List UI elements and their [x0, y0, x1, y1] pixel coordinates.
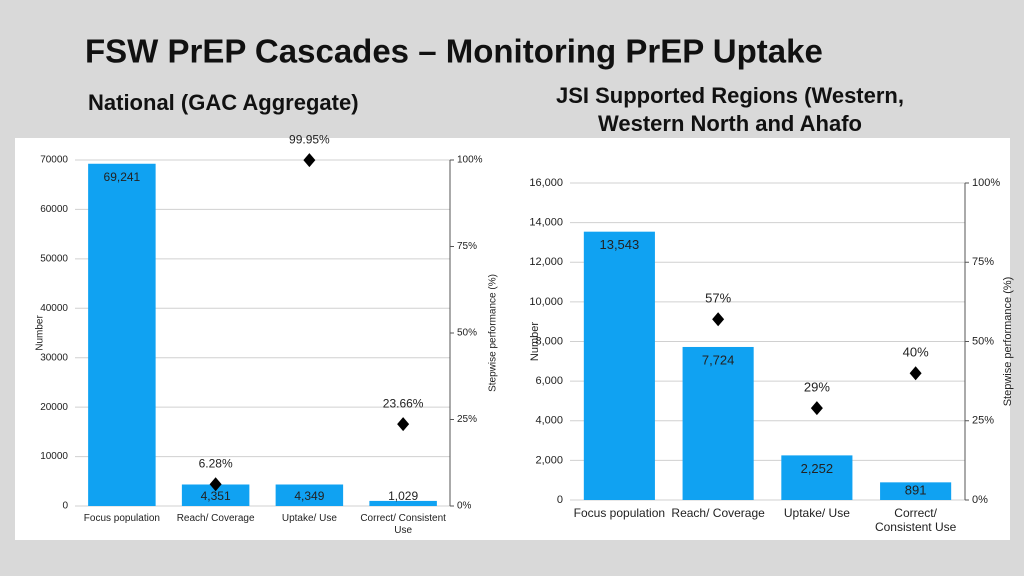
- bar: [181, 484, 250, 506]
- data-label: 69,241: [104, 170, 141, 184]
- y-tick-label: 40000: [40, 303, 68, 314]
- y-axis-title: Number: [529, 322, 541, 361]
- y2-tick-label: 25%: [457, 414, 477, 425]
- y2-tick-label: 75%: [457, 241, 477, 252]
- y-tick-label: 50000: [40, 253, 68, 264]
- y-tick-label: 20000: [40, 402, 68, 413]
- data-label: 7,724: [702, 352, 735, 367]
- y2-tick-label: 25%: [972, 415, 994, 427]
- x-tick-label: Correct/ Consistent Use: [874, 507, 957, 534]
- data-label: 13,543: [599, 237, 639, 252]
- y-tick-label: 60000: [40, 204, 68, 215]
- y-tick-label: 16,000: [529, 177, 563, 189]
- y-tick-label: 0: [557, 494, 563, 506]
- data-label: 6.28%: [199, 456, 233, 470]
- x-tick-label: Focus population: [573, 507, 666, 520]
- x-tick-label: Reach/ Coverage: [176, 513, 255, 524]
- x-tick-label-box: Focus population: [573, 507, 666, 520]
- y2-tick-label: 50%: [972, 335, 994, 347]
- y-tick-label: 8,000: [535, 335, 563, 347]
- marker: [810, 401, 823, 416]
- x-tick-label: Reach/ Coverage: [671, 507, 765, 520]
- marker: [397, 417, 410, 432]
- y2-tick-label: 100%: [972, 177, 1000, 189]
- bar: [88, 163, 156, 506]
- bar: [682, 346, 754, 500]
- x-tick-label-box: Correct/ Consistent Use: [360, 513, 446, 536]
- y-tick-label: 6,000: [535, 375, 563, 387]
- chart-title: JSI Supported Regions (Western, Western …: [556, 83, 904, 136]
- bar: [583, 231, 655, 500]
- y-tick-label: 4,000: [535, 415, 563, 427]
- x-tick-label-box: Uptake/ Use: [281, 513, 337, 524]
- y-tick-label: 30000: [40, 352, 68, 363]
- y-tick-label: 10,000: [529, 296, 563, 308]
- x-tick-label: Uptake/ Use: [281, 513, 337, 524]
- y-tick-label: 12,000: [529, 256, 563, 268]
- data-label: 1,029: [388, 489, 418, 503]
- x-tick-label-box: Focus population: [83, 513, 160, 524]
- x-tick-label: Focus population: [83, 513, 160, 524]
- chart-title-box: JSI Supported Regions (Western, Western …: [556, 83, 904, 136]
- x-tick-label-box: Reach/ Coverage: [176, 513, 255, 524]
- data-label: 2,252: [801, 461, 834, 476]
- marker: [712, 312, 725, 327]
- x-tick-label-box: Correct/ Consistent Use: [874, 507, 957, 534]
- x-tick-label-box: Reach/ Coverage: [671, 507, 765, 520]
- data-label: 99.95%: [289, 132, 330, 146]
- data-label: 57%: [705, 291, 731, 306]
- data-label: 40%: [903, 345, 929, 360]
- y2-axis-title: Stepwise performance (%): [488, 274, 499, 392]
- y-axis-title: Number: [35, 315, 46, 351]
- y2-tick-label: 50%: [457, 328, 477, 339]
- y2-tick-label: 100%: [457, 155, 483, 166]
- data-label: 23.66%: [383, 396, 424, 410]
- data-label: 29%: [804, 380, 830, 395]
- slide-title: FSW PrEP Cascades – Monitoring PrEP Upta…: [85, 33, 823, 70]
- y2-axis-title: Stepwise performance (%): [1002, 277, 1014, 407]
- bar: [369, 500, 437, 506]
- bar: [880, 482, 952, 500]
- x-tick-label: Correct/ Consistent Use: [360, 513, 446, 536]
- data-label: 891: [905, 482, 927, 497]
- y2-tick-label: 0%: [457, 501, 472, 512]
- marker: [303, 153, 316, 168]
- bar: [781, 455, 853, 500]
- marker: [209, 477, 222, 492]
- y2-tick-label: 0%: [972, 494, 988, 506]
- x-tick-label-box: Uptake/ Use: [783, 507, 850, 520]
- y-tick-label: 10000: [40, 451, 68, 462]
- y-tick-label: 0: [62, 501, 68, 512]
- bar: [275, 484, 344, 506]
- y-tick-label: 2,000: [535, 454, 563, 466]
- x-tick-label: Uptake/ Use: [783, 507, 850, 520]
- chart-panel: [15, 138, 1010, 540]
- data-label: 4,351: [201, 489, 231, 503]
- y-tick-label: 70000: [40, 155, 68, 166]
- data-label: 4,349: [294, 489, 324, 503]
- y2-tick-label: 75%: [972, 256, 994, 268]
- chart-title: National (GAC Aggregate): [88, 90, 359, 115]
- y-tick-label: 14,000: [529, 217, 563, 229]
- marker: [909, 366, 922, 381]
